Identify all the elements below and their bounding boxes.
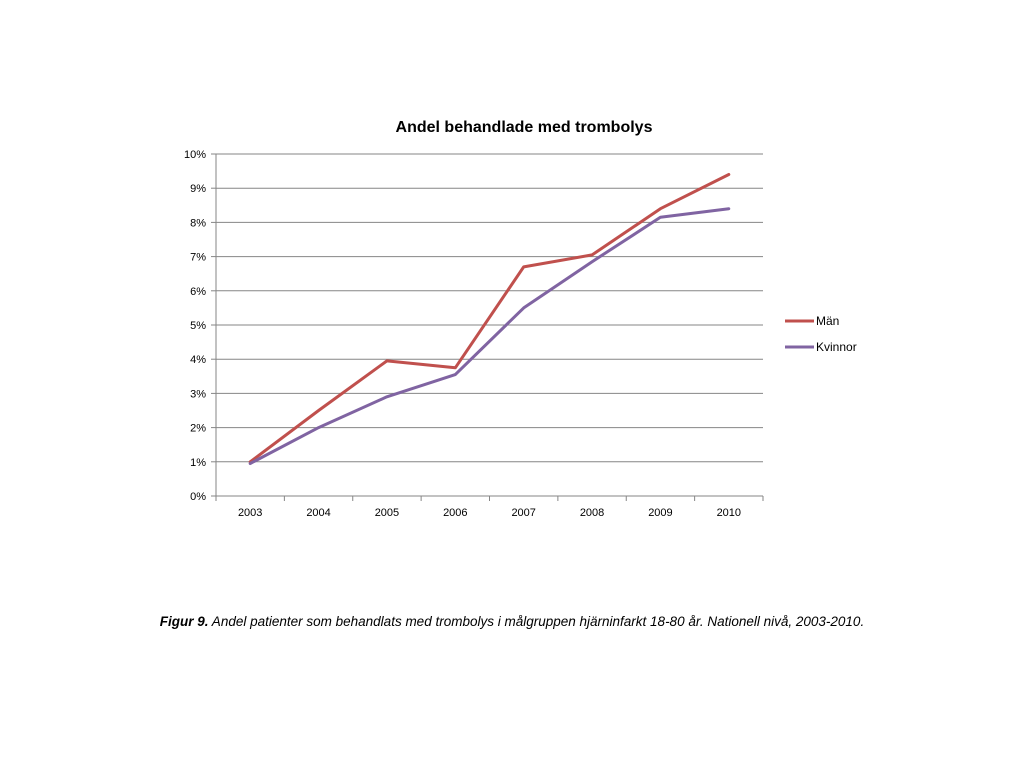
- series-line-man: [248, 173, 731, 464]
- figure-caption-text: Andel patienter som behandlats med tromb…: [208, 614, 865, 629]
- x-tick-label: 2006: [443, 507, 467, 519]
- x-tick-label: 2004: [306, 507, 330, 519]
- x-tick-label: 2009: [648, 507, 672, 519]
- y-tick-label: 10%: [184, 149, 206, 161]
- y-tick-label: 1%: [190, 457, 206, 469]
- figure-caption-label: Figur 9.: [159, 614, 209, 629]
- x-tick-label: 2003: [238, 507, 262, 519]
- y-tick-label: 2%: [190, 423, 206, 435]
- series-line-kvinnor: [248, 207, 731, 465]
- y-tick-label: 6%: [190, 286, 206, 298]
- x-tick-label: 2010: [717, 507, 741, 519]
- legend-label: Män: [816, 314, 839, 328]
- y-tick-label: 9%: [190, 183, 206, 195]
- y-tick-label: 8%: [190, 217, 206, 229]
- y-tick-label: 3%: [190, 388, 206, 400]
- y-tick-label: 5%: [190, 320, 206, 332]
- x-tick-label: 2008: [580, 507, 604, 519]
- x-tick-label: 2007: [511, 507, 535, 519]
- chart-title: Andel behandlade med trombolys: [396, 119, 653, 136]
- y-tick-label: 0%: [190, 491, 206, 503]
- legend-label: Kvinnor: [816, 340, 857, 354]
- x-tick-label: 2005: [375, 507, 399, 519]
- y-tick-label: 7%: [190, 252, 206, 264]
- y-tick-label: 4%: [190, 354, 206, 366]
- figure-caption: Figur 9. Andel patienter som behandlats …: [0, 614, 1024, 629]
